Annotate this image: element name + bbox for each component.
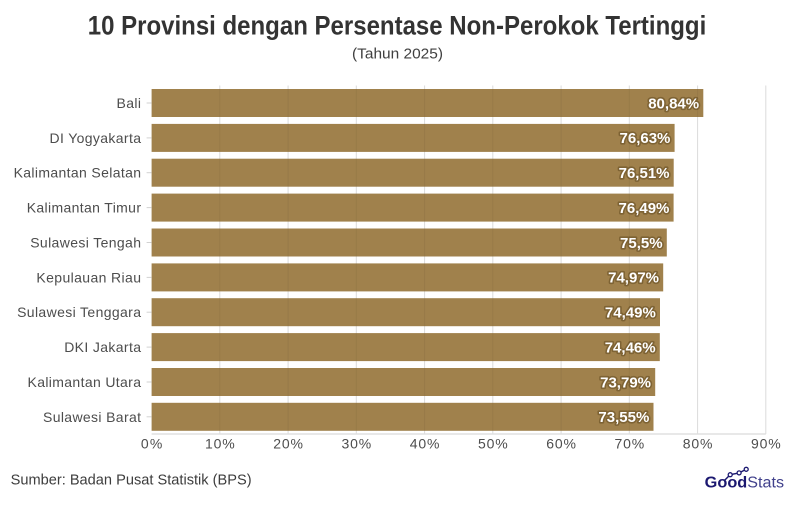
svg-text:Sulawesi Tenggara: Sulawesi Tenggara: [17, 304, 141, 320]
svg-text:Kalimantan Timur: Kalimantan Timur: [27, 200, 142, 216]
svg-text:76,63%: 76,63%: [620, 130, 671, 147]
svg-text:60%: 60%: [546, 435, 576, 451]
svg-text:Sulawesi Tengah: Sulawesi Tengah: [30, 235, 141, 251]
svg-text:80%: 80%: [683, 435, 713, 451]
svg-text:0%: 0%: [141, 435, 162, 451]
svg-text:(Tahun 2025): (Tahun 2025): [352, 46, 443, 63]
svg-text:Kepulauan Riau: Kepulauan Riau: [36, 269, 141, 285]
svg-text:76,51%: 76,51%: [619, 165, 670, 182]
svg-text:30%: 30%: [341, 435, 371, 451]
svg-text:DI Yogyakarta: DI Yogyakarta: [50, 130, 142, 146]
svg-text:76,49%: 76,49%: [619, 200, 670, 217]
svg-text:Bali: Bali: [117, 95, 142, 111]
svg-text:Kalimantan Selatan: Kalimantan Selatan: [14, 165, 141, 181]
svg-text:74,46%: 74,46%: [605, 339, 656, 356]
svg-text:Sumber: Badan Pusat Statistik: Sumber: Badan Pusat Statistik (BPS): [11, 471, 252, 488]
svg-text:10%: 10%: [205, 435, 235, 451]
svg-text:80,84%: 80,84%: [648, 95, 699, 112]
svg-text:20%: 20%: [273, 435, 303, 451]
svg-text:74,97%: 74,97%: [608, 270, 659, 287]
svg-text:90%: 90%: [751, 435, 781, 451]
svg-text:Stats: Stats: [747, 475, 784, 492]
svg-text:74,49%: 74,49%: [605, 305, 656, 322]
svg-text:DKI Jakarta: DKI Jakarta: [64, 339, 141, 355]
svg-text:70%: 70%: [614, 435, 644, 451]
svg-text:Sulawesi Barat: Sulawesi Barat: [43, 409, 141, 425]
svg-text:Good: Good: [705, 475, 748, 492]
svg-text:Kalimantan Utara: Kalimantan Utara: [28, 374, 142, 390]
svg-text:73,79%: 73,79%: [600, 374, 651, 391]
svg-text:10 Provinsi dengan Persentase: 10 Provinsi dengan Persentase Non-Peroko…: [88, 10, 707, 40]
svg-text:50%: 50%: [478, 435, 508, 451]
svg-text:40%: 40%: [410, 435, 440, 451]
svg-text:75,5%: 75,5%: [620, 235, 663, 252]
svg-text:73,55%: 73,55%: [598, 409, 649, 426]
